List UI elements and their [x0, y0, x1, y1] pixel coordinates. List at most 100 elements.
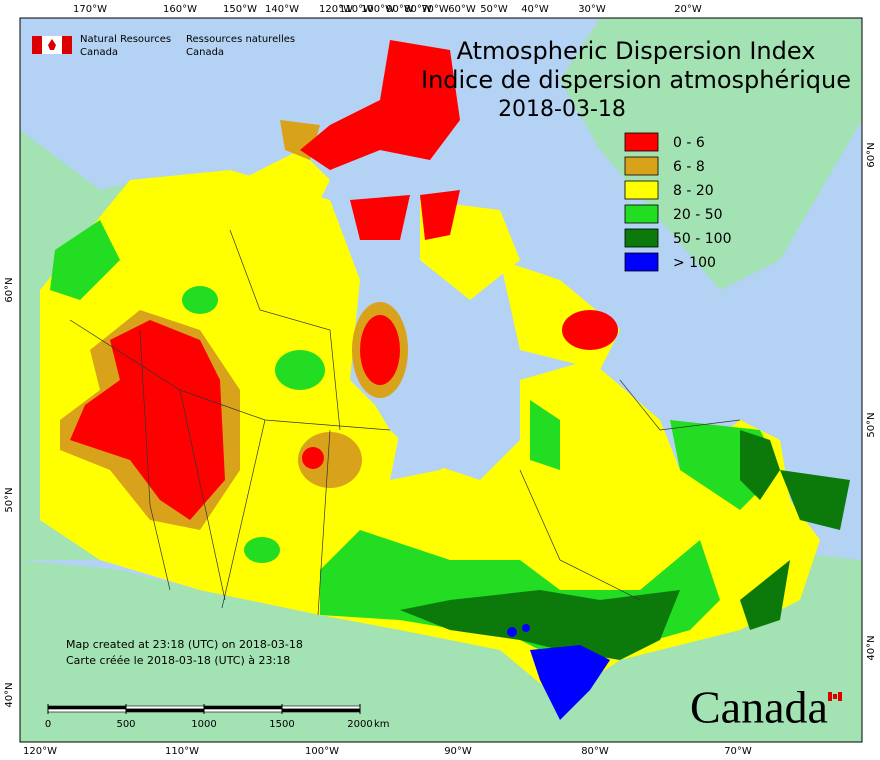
flag-bar: [62, 36, 72, 54]
lon-label: 110°W: [165, 746, 199, 757]
title: Atmospheric Dispersion Index: [457, 37, 816, 65]
scale-segment: [281, 708, 361, 713]
lon-label: 110°W: [339, 4, 373, 15]
green-zone: [530, 400, 560, 470]
blue-zone: [507, 627, 517, 637]
green-zone: [244, 537, 280, 563]
red-zone: [300, 40, 460, 170]
lon-label: 60°W: [448, 4, 476, 15]
scale-segment: [125, 705, 205, 710]
lat-label: 50°N: [4, 487, 15, 512]
red-zone: [70, 320, 225, 520]
legend-swatch: [624, 180, 659, 200]
lon-label: 70°W: [421, 4, 449, 15]
scale-label: 1000: [191, 719, 216, 730]
green-zone: [182, 286, 218, 314]
lon-label: 120°W: [319, 4, 353, 15]
nrcan-logo: [32, 36, 72, 54]
island: [240, 150, 330, 220]
legend-label: 6 - 8: [673, 159, 705, 175]
legend-swatch: [624, 156, 659, 176]
lat-label: 60°N: [4, 277, 15, 302]
flag-leaf: [48, 39, 56, 50]
scale-label: 2000: [347, 719, 372, 730]
lon-label: 20°W: [674, 4, 702, 15]
lon-label: 80°W: [404, 4, 432, 15]
red-zone: [420, 190, 460, 240]
blue-zone: [530, 645, 610, 720]
scale-label: 1500: [269, 719, 294, 730]
title: Indice de dispersion atmosphérique: [421, 66, 851, 94]
lat-label: 60°N: [866, 142, 877, 167]
lon-label: 100°W: [305, 746, 339, 757]
date: 2018-03-18: [498, 97, 626, 122]
scale-label: 500: [116, 719, 135, 730]
legend-label: 50 - 100: [673, 231, 732, 247]
scale-bar: 0 500 1000 1500 2000 km: [45, 704, 390, 730]
lon-label: 80°W: [581, 746, 609, 757]
lon-label: 160°W: [163, 4, 197, 15]
border: [221, 419, 266, 609]
legend-swatch: [624, 228, 659, 248]
border: [519, 469, 641, 601]
green-zone: [275, 350, 325, 390]
legend-swatch: [624, 132, 659, 152]
border: [69, 319, 391, 431]
red-zone: [360, 315, 400, 385]
lat-label: 40°N: [4, 682, 15, 707]
lon-label: 90°W: [386, 4, 414, 15]
canada-mainland: [40, 170, 820, 700]
scale-segment: [203, 708, 283, 713]
lat-label: 40°N: [866, 635, 877, 660]
legend-label: 20 - 50: [673, 207, 723, 223]
green-zone: [50, 220, 120, 300]
border: [619, 379, 741, 431]
lon-label: 70°W: [724, 746, 752, 757]
scale-segment: [203, 705, 283, 710]
lat-label: 50°N: [866, 412, 877, 437]
lon-label: 50°W: [480, 4, 508, 15]
dark-green-zone: [780, 470, 850, 530]
canada-wordmark: Canada: [690, 682, 828, 733]
agency-en: Canada: [80, 47, 118, 58]
map-area: [20, 18, 862, 742]
border: [229, 229, 341, 431]
greenland-land: [560, 18, 862, 290]
dark-green-zone: [400, 590, 680, 660]
legend-label: 0 - 6: [673, 135, 705, 151]
flag-bar: [828, 692, 832, 701]
legend-label: > 100: [673, 255, 716, 271]
dark-green-zone: [740, 560, 790, 630]
wordmark-flag: [828, 692, 842, 701]
scale-segment: [47, 708, 127, 713]
lon-label: 30°W: [578, 4, 606, 15]
flag-bar: [32, 36, 42, 54]
agency-fr: Ressources naturelles: [186, 34, 295, 45]
legend-swatch: [624, 252, 659, 272]
lon-label: 140°W: [265, 4, 299, 15]
footnote: Map created at 23:18 (UTC) on 2018-03-18: [66, 638, 303, 651]
lon-label: 150°W: [223, 4, 257, 15]
orange-zone: [298, 432, 362, 488]
scale-segment: [281, 705, 361, 710]
scale-unit: km: [374, 719, 390, 730]
graticule: 170°W 160°W 150°W 140°W 120°W110°W100°W90°W8…: [4, 4, 877, 757]
scale-segment: [125, 708, 205, 713]
lon-label: 170°W: [73, 4, 107, 15]
agency-en: Natural Resources: [80, 34, 171, 45]
red-zone: [302, 447, 324, 469]
lon-label: 90°W: [444, 746, 472, 757]
border: [139, 329, 171, 591]
border: [179, 389, 226, 601]
lon-label: 120°W: [23, 746, 57, 757]
border: [317, 429, 331, 616]
flag-leaf: [833, 694, 837, 699]
scale-label: 0: [45, 719, 51, 730]
scale-segment: [47, 705, 127, 710]
map-frame: [19, 17, 863, 743]
flag-bar: [838, 692, 842, 701]
legend-swatch: [624, 204, 659, 224]
legend-label: 8 - 20: [673, 183, 714, 199]
agency-fr: Canada: [186, 47, 224, 58]
usa-land: [20, 550, 862, 742]
